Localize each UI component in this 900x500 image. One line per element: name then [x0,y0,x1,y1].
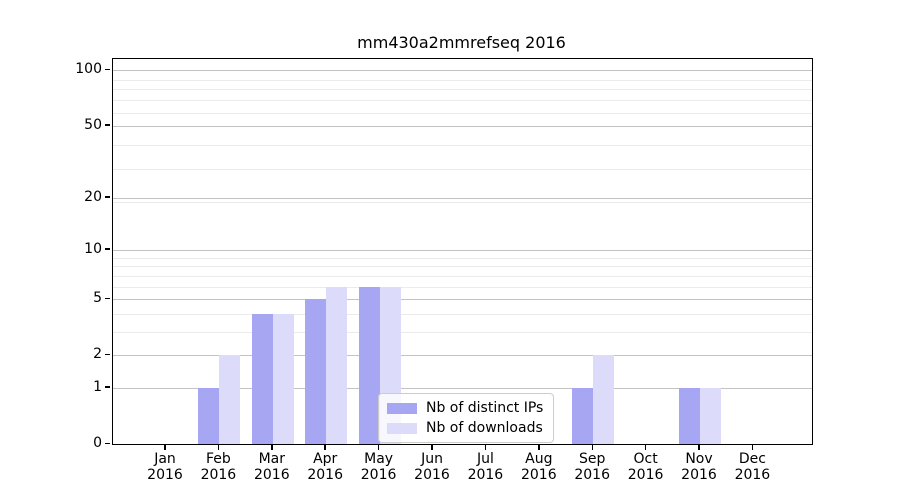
x-tick-label: Dec 2016 [734,451,771,483]
x-tick-label: Jun 2016 [414,451,450,483]
x-tick-label: Aug 2016 [520,451,557,483]
gridline-minor [113,266,812,268]
y-tick-label: 5 [93,290,102,306]
bar-downloads [272,313,294,444]
gridline-minor [113,79,812,81]
x-tick [164,444,166,450]
gridline-major [113,70,812,72]
gridline-minor [113,286,812,288]
x-tick-label: Oct 2016 [627,451,664,483]
x-tick [431,444,433,450]
gridline-minor [113,112,812,114]
y-tick-label: 50 [84,116,102,133]
x-tick-label: Nov 2016 [681,451,717,483]
x-tick [751,444,754,450]
y-tick-label: 1 [93,378,102,395]
gridline-major [113,387,812,389]
y-tick [105,386,110,388]
x-tick-label: Mar 2016 [253,451,290,483]
gridline-minor [113,313,812,315]
x-tick-label: Apr 2016 [307,451,343,483]
bar-distinct-ips [251,313,273,444]
x-tick [271,444,273,450]
bar-distinct-ips [358,286,380,444]
x-tick [644,444,647,450]
y-tick-label: 0 [93,435,102,451]
bar-downloads [700,387,721,444]
x-tick [591,444,593,450]
x-tick-label: Jul 2016 [467,451,504,483]
y-tick-label: 100 [75,61,102,78]
bar-downloads [326,286,348,444]
legend-entry-distinct-ips: Nb of distinct IPs [387,400,543,416]
gridline-minor [113,100,812,102]
y-tick [105,68,110,71]
x-tick [698,444,700,450]
bar-downloads [219,355,241,444]
x-tick [484,444,487,450]
legend-swatch-downloads [387,422,417,434]
gridline-minor [113,331,812,333]
gridline-minor [113,257,812,259]
legend-swatch-distinct-ips [387,402,417,414]
gridline-major [113,197,812,199]
bar-distinct-ips [679,387,700,444]
y-tick-label: 2 [93,346,102,363]
bar-distinct-ips [572,387,594,444]
gridline-minor [113,145,812,147]
gridline-minor [113,168,812,170]
x-tick [377,444,380,450]
legend-label-distinct-ips: Nb of distinct IPs [426,400,544,416]
gridline-minor [113,201,812,203]
legend-label-downloads: Nb of downloads [426,420,543,436]
gridline-major [113,355,812,357]
legend-entry-downloads: Nb of downloads [387,420,543,436]
gridline-minor [113,89,812,91]
y-tick [105,124,110,126]
bar-distinct-ips [198,387,220,444]
y-tick [105,248,110,250]
x-tick [324,444,326,450]
bar-distinct-ips [305,299,327,444]
y-tick-label: 10 [84,240,102,257]
gridline-minor [113,275,812,277]
y-tick [105,297,110,299]
x-tick-label: Sep 2016 [574,451,610,483]
plot-area: Nb of distinct IPs Nb of downloads [112,58,813,445]
x-tick-label: Jan 2016 [147,451,183,483]
gridline-major [113,125,812,127]
y-tick-label: 20 [84,188,102,205]
x-tick-label: May 2016 [360,451,397,483]
legend: Nb of distinct IPs Nb of downloads [378,393,555,443]
x-tick [538,444,540,450]
x-tick [217,444,220,450]
y-tick [105,196,110,198]
chart-title: mm430a2mmrefseq 2016 [357,33,566,52]
y-tick [105,353,110,356]
x-tick-label: Feb 2016 [200,451,237,483]
gridline-major [113,299,812,300]
bar-downloads [593,355,615,444]
gridline-major [113,249,812,251]
y-tick [105,442,110,444]
